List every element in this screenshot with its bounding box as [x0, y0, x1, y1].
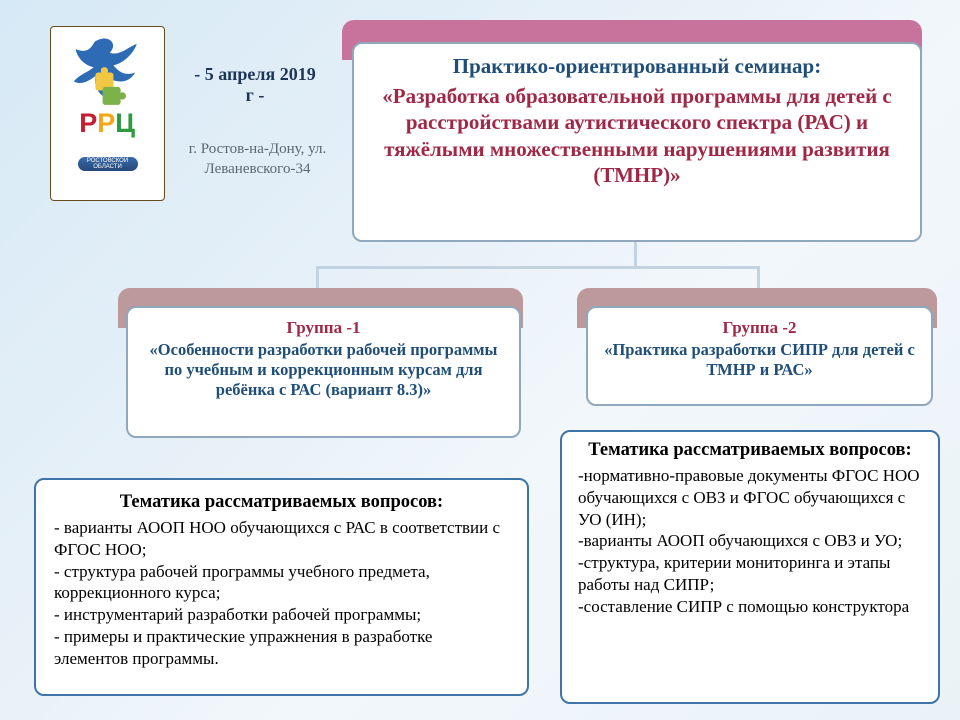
logo-panel: РРЦ РОСТОВСКОЙ ОБЛАСТИ [50, 26, 165, 201]
group1-body: «Особенности разработки рабочей программ… [142, 340, 505, 400]
connector [634, 242, 637, 268]
logo-icon: РРЦ [63, 35, 153, 155]
topic1-head: Тематика рассматриваемых вопросов: [54, 492, 509, 513]
connector [757, 266, 760, 290]
group2-body: «Практика разработки СИПР для детей с ТМ… [602, 340, 917, 380]
title-line-2: «Разработка образовательной программы дл… [368, 83, 906, 188]
group1-head: Группа -1 [142, 318, 505, 338]
topic2-body: -нормативно-правовые документы ФГОС НОО … [578, 465, 922, 617]
svg-text:РРЦ: РРЦ [79, 108, 135, 138]
group2-head: Группа -2 [602, 318, 917, 338]
title-box: Практико-ориентированный семинар: «Разра… [352, 42, 922, 242]
connector [316, 266, 319, 290]
title-line-1: Практико-ориентированный семинар: [368, 54, 906, 79]
group2-box: Группа -2 «Практика разработки СИПР для … [586, 306, 933, 406]
topic2-head: Тематика рассматриваемых вопросов: [578, 440, 922, 461]
topic2-box: Тематика рассматриваемых вопросов: -норм… [560, 430, 940, 704]
connector [316, 266, 760, 269]
event-date: - 5 апреля 2019 г - [190, 64, 320, 106]
event-address: г. Ростов-на-Дону, ул. Леваневского-34 [180, 140, 335, 179]
logo-caption: РОСТОВСКОЙ ОБЛАСТИ [78, 157, 138, 171]
topic1-body: - варианты АООП НОО обучающихся с РАС в … [54, 517, 509, 669]
group1-box: Группа -1 «Особенности разработки рабоче… [126, 306, 521, 438]
topic1-box: Тематика рассматриваемых вопросов: - вар… [34, 478, 529, 696]
